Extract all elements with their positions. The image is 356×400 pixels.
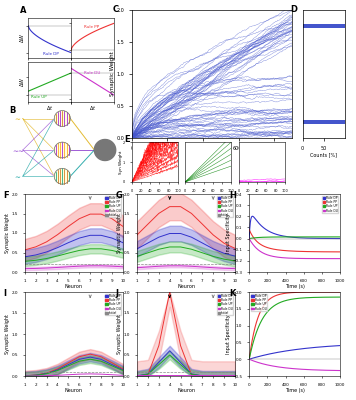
Text: $\sim\!\!\!\sim$: $\sim\!\!\!\sim$ [11, 147, 24, 153]
X-axis label: $\Delta t$: $\Delta t$ [89, 104, 96, 112]
X-axis label: Neuron: Neuron [177, 388, 195, 393]
Text: A: A [20, 6, 27, 15]
Text: C: C [112, 5, 119, 14]
Polygon shape [54, 142, 70, 158]
X-axis label: Time (s): Time (s) [200, 194, 217, 198]
Y-axis label: Synaptic Weight: Synaptic Weight [117, 314, 122, 354]
Text: F: F [4, 191, 9, 200]
X-axis label: Time (s): Time (s) [146, 194, 163, 198]
Text: $\sim$: $\sim$ [13, 173, 22, 179]
Legend: Rule DP, Rule PP, Rule UP, Rule DU: Rule DP, Rule PP, Rule UP, Rule DU [322, 196, 339, 213]
Bar [303, 120, 345, 124]
Y-axis label: $\Delta W$: $\Delta W$ [19, 77, 26, 87]
Text: B: B [9, 106, 15, 115]
Text: K: K [229, 289, 236, 298]
Y-axis label: Input Specificity: Input Specificity [226, 213, 231, 253]
X-axis label: Counts [%]: Counts [%] [310, 152, 337, 157]
Y-axis label: Synaptic Weight: Synaptic Weight [110, 52, 115, 96]
Text: G: G [115, 191, 122, 200]
Text: I: I [4, 289, 6, 298]
X-axis label: Neuron: Neuron [65, 284, 83, 289]
X-axis label: $\Delta t$: $\Delta t$ [46, 104, 53, 112]
X-axis label: Neuron: Neuron [177, 284, 195, 289]
Text: $\sim$: $\sim$ [13, 116, 22, 122]
Legend: Rule DP, Rule PP, Rule UP, Rule DU: Rule DP, Rule PP, Rule UP, Rule DU [251, 294, 267, 311]
Text: D: D [290, 5, 297, 14]
Legend: Rule DP, Rule PP, Rule UP, Rule DU, Initial: Rule DP, Rule PP, Rule UP, Rule DU, Init… [105, 294, 121, 315]
Polygon shape [94, 140, 116, 160]
Text: Rule DP: Rule DP [43, 52, 59, 56]
Text: Rule UP: Rule UP [31, 95, 46, 99]
Text: E: E [125, 135, 130, 144]
Text: Rule DU: Rule DU [84, 71, 100, 75]
Y-axis label: $\Delta W$: $\Delta W$ [19, 33, 26, 43]
X-axis label: Time (s): Time (s) [201, 152, 223, 157]
Text: J: J [115, 289, 119, 298]
Text: Rule PP: Rule PP [84, 25, 99, 29]
Bar [303, 24, 345, 28]
Legend: Rule DP, Rule PP, Rule UP, Rule DU, Initial: Rule DP, Rule PP, Rule UP, Rule DU, Init… [217, 294, 234, 315]
Y-axis label: Synaptic Weight: Synaptic Weight [117, 213, 122, 253]
Polygon shape [54, 111, 70, 126]
X-axis label: Neuron: Neuron [65, 388, 83, 393]
X-axis label: Time (s): Time (s) [285, 284, 304, 289]
Polygon shape [54, 168, 70, 184]
X-axis label: Time (s): Time (s) [253, 194, 270, 198]
Y-axis label: Synaptic Weight: Synaptic Weight [5, 213, 10, 253]
Legend: Rule DP, Rule PP, Rule UP, Rule DU, Initial: Rule DP, Rule PP, Rule UP, Rule DU, Init… [217, 196, 234, 217]
Y-axis label: Syn Weight: Syn Weight [119, 150, 122, 174]
Y-axis label: Synaptic Weight: Synaptic Weight [5, 314, 10, 354]
Y-axis label: Input Specificity: Input Specificity [226, 314, 231, 354]
Text: H: H [229, 191, 236, 200]
X-axis label: Time (s): Time (s) [285, 388, 304, 393]
Legend: Rule DP, Rule PP, Rule UP, Rule DU, Initial: Rule DP, Rule PP, Rule UP, Rule DU, Init… [105, 196, 121, 217]
